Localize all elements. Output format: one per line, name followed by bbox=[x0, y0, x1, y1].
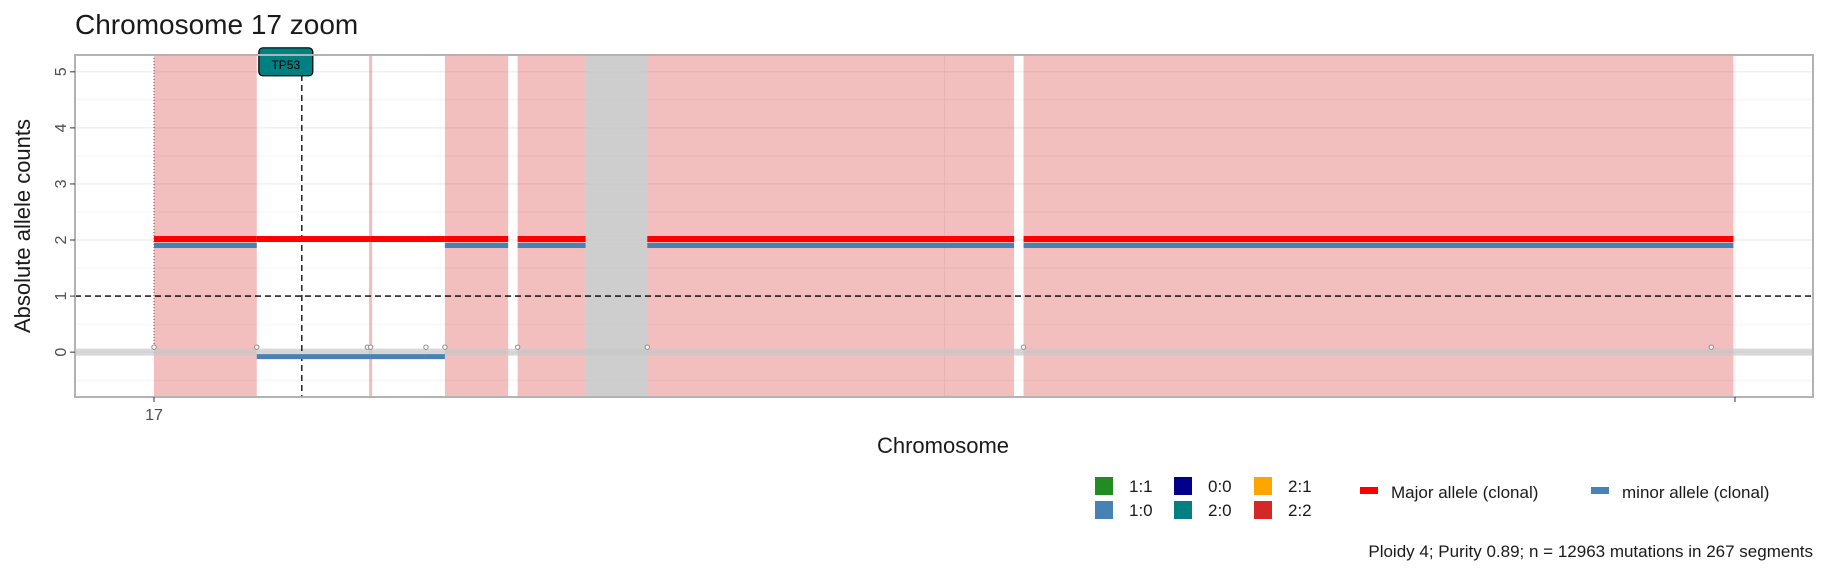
legend-karyotype-swatch bbox=[1095, 477, 1113, 495]
minor-allele-segment bbox=[425, 354, 445, 360]
breakpoint-marker bbox=[423, 344, 429, 350]
zero-baseline bbox=[75, 348, 1813, 356]
legend-karyotype-label: 2:2 bbox=[1288, 501, 1312, 520]
minor-allele-segment bbox=[154, 243, 257, 249]
karyotype-block bbox=[154, 55, 257, 397]
breakpoint-marker bbox=[442, 344, 448, 350]
minor-allele-segment bbox=[256, 354, 371, 360]
legend: 1:1 1:0 0:0 2:0 2:1 2:2 Major allele (clonal) m… bbox=[1095, 477, 1769, 520]
panel-background bbox=[75, 55, 1813, 397]
plot-panel bbox=[75, 55, 1813, 397]
major-allele-segment bbox=[647, 236, 1015, 243]
major-allele-segment bbox=[1023, 236, 1734, 243]
minor-allele-segment bbox=[1023, 243, 1734, 249]
breakpoint-marker bbox=[367, 344, 374, 350]
x-tick-label: 17 bbox=[145, 407, 163, 424]
major-allele-segment bbox=[370, 236, 426, 243]
major-allele-segment bbox=[154, 236, 257, 243]
major-allele-segment bbox=[256, 236, 371, 243]
breakpoint-marker bbox=[644, 344, 650, 350]
legend-karyotype-label: 1:0 bbox=[1129, 501, 1153, 520]
legend-karyotype-label: 2:0 bbox=[1208, 501, 1232, 520]
legend-karyotype-label: 2:1 bbox=[1288, 477, 1312, 496]
driver-gene-label: TP53 bbox=[271, 58, 300, 72]
minor-allele-segment bbox=[370, 354, 426, 360]
minor-allele-segment bbox=[517, 243, 586, 249]
major-allele-segment bbox=[517, 236, 586, 243]
y-tick-label: 1 bbox=[53, 292, 70, 301]
legend-karyotype-label: 0:0 bbox=[1208, 477, 1232, 496]
legend-karyotype-swatch bbox=[1254, 477, 1272, 495]
breakpoint-marker bbox=[151, 344, 157, 350]
major-allele-segment bbox=[425, 236, 445, 243]
plot-layer: TP53 bbox=[75, 47, 1813, 397]
minor-allele-segment bbox=[444, 243, 509, 249]
karyotype-block bbox=[1023, 55, 1734, 397]
legend-karyotype-swatch bbox=[1174, 501, 1192, 519]
legend-allele-swatch bbox=[1360, 487, 1378, 494]
breakpoint-marker bbox=[514, 344, 521, 350]
y-tick-label: 4 bbox=[53, 123, 70, 132]
panel-border bbox=[74, 54, 1814, 398]
y-tick-label: 3 bbox=[53, 179, 70, 188]
legend-karyotype-swatch bbox=[1254, 501, 1272, 519]
chart-title: Chromosome 17 zoom bbox=[75, 9, 358, 40]
y-axis-title: Absolute allele counts bbox=[10, 119, 35, 333]
karyotype-block bbox=[369, 55, 373, 397]
legend-karyotype-label: 1:1 bbox=[1129, 477, 1153, 496]
x-axis-title: Chromosome bbox=[877, 433, 1009, 458]
legend-karyotype-swatch bbox=[1095, 501, 1113, 519]
y-tick-label: 2 bbox=[53, 235, 70, 244]
legend-allele-swatch bbox=[1591, 487, 1609, 494]
axes: 0 1 2 3 4 5 17 bbox=[53, 54, 1814, 424]
legend-allele-label: minor allele (clonal) bbox=[1622, 483, 1769, 502]
caption: Ploidy 4; Purity 0.89; n = 12963 mutatio… bbox=[1368, 542, 1813, 561]
karyotype-block bbox=[585, 55, 648, 397]
legend-karyotype-swatch bbox=[1174, 477, 1192, 495]
y-tick-label: 5 bbox=[53, 67, 70, 76]
minor-allele-segment bbox=[647, 243, 1015, 249]
y-tick-label: 0 bbox=[53, 348, 70, 357]
breakpoint-marker bbox=[1020, 344, 1027, 350]
karyotype-block bbox=[444, 55, 509, 397]
breakpoint-marker bbox=[254, 344, 260, 350]
karyotype-block bbox=[647, 55, 1015, 397]
legend-allele-label: Major allele (clonal) bbox=[1391, 483, 1538, 502]
breakpoint-marker bbox=[1708, 344, 1714, 350]
karyotype-block bbox=[517, 55, 586, 397]
major-allele-segment bbox=[444, 236, 509, 243]
